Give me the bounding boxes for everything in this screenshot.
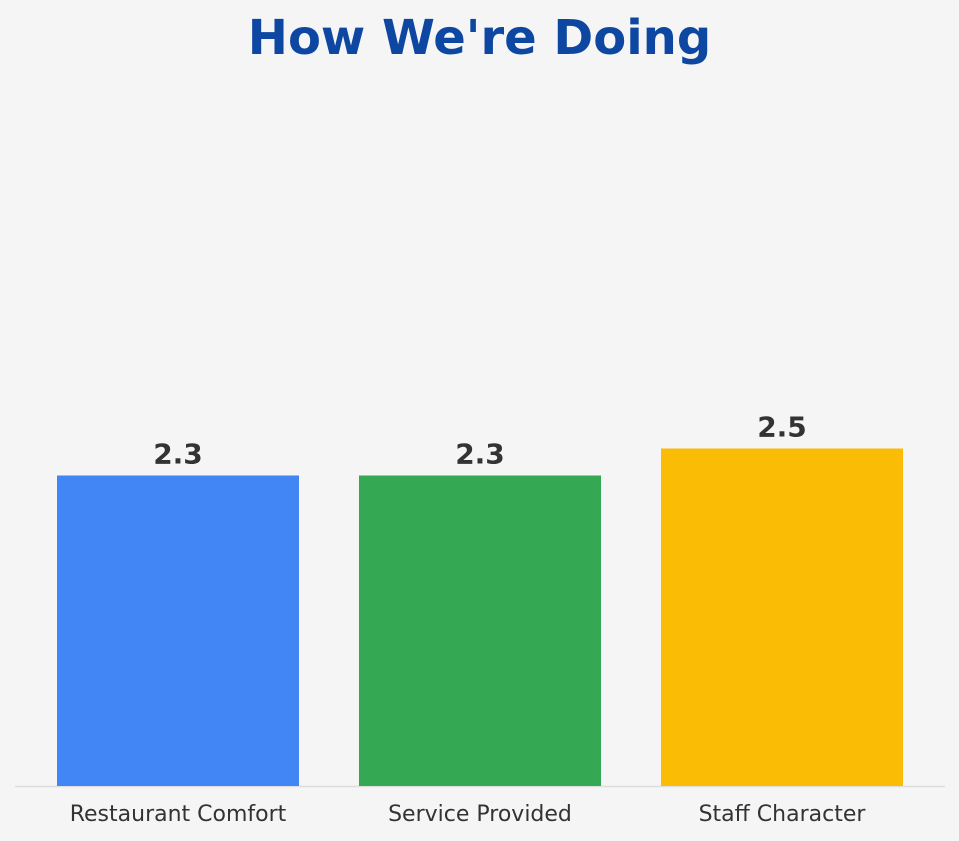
bar-3 (661, 448, 903, 786)
value-labels-group: 2.3 2.3 2.5 (153, 411, 807, 471)
x-tick-label-2: Service Provided (388, 802, 572, 827)
x-tick-label-3: Staff Character (699, 802, 867, 827)
bars-group (57, 448, 903, 786)
bar-1 (57, 475, 299, 786)
bar-2 (359, 475, 601, 786)
bar-value-label-1: 2.3 (153, 438, 203, 471)
x-tick-label-1: Restaurant Comfort (70, 802, 287, 827)
bar-value-label-3: 2.5 (757, 411, 807, 444)
bar-value-label-2: 2.3 (455, 438, 505, 471)
x-tick-labels-group: Restaurant Comfort Service Provided Staff … (70, 802, 867, 827)
chart-title: How We're Doing (247, 10, 712, 66)
